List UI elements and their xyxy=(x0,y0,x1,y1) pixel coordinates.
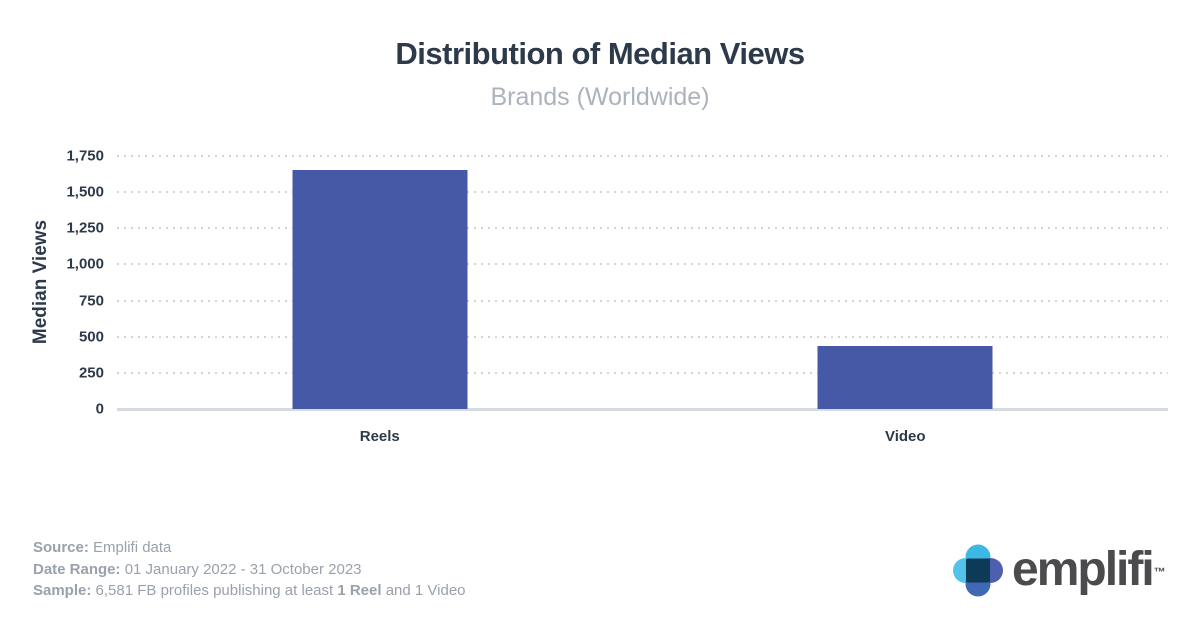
source-label: Source: xyxy=(33,539,89,556)
sample-value-prefix: 6,581 FB profiles publishing at least xyxy=(91,582,338,599)
source-value: Emplifi data xyxy=(88,539,172,556)
y-gridline xyxy=(117,371,1168,374)
y-gridline xyxy=(117,155,1168,157)
sample-value-bold: 1 Reel xyxy=(337,582,382,599)
bar-reels xyxy=(292,169,468,409)
date-range-label: Date Range: xyxy=(33,560,121,578)
y-gridline xyxy=(117,263,1168,266)
x-tick-label-reels: Reels xyxy=(359,428,400,445)
emplifi-wordmark-text: emplifi xyxy=(1012,543,1155,596)
chart-title: Distribution of Median Views xyxy=(395,36,805,71)
x-tick-label-video: Video xyxy=(884,428,926,445)
y-tick-label: 1,500 xyxy=(66,183,104,201)
chart-footnotes: Source: Emplifi data Date Range: 01 Janu… xyxy=(33,537,466,602)
source-line: Source: Emplifi data xyxy=(33,537,466,559)
sample-label: Sample: xyxy=(33,582,92,599)
x-axis-baseline xyxy=(117,408,1168,411)
y-tick-label: 1,250 xyxy=(66,219,104,237)
sample-value-suffix: and 1 Video xyxy=(381,582,466,599)
sample-line: Sample: 6,581 FB profiles publishing at … xyxy=(33,580,466,602)
date-range-value: 01 January 2022 - 31 October 2023 xyxy=(120,560,362,578)
emplifi-logo: emplifi™ xyxy=(953,542,1166,598)
y-tick-label: 1,750 xyxy=(66,147,104,165)
y-tick-label: 1,000 xyxy=(66,255,104,273)
bar-video xyxy=(817,345,993,409)
trademark-symbol: ™ xyxy=(1153,565,1166,579)
y-gridline xyxy=(117,227,1168,230)
y-tick-label: 500 xyxy=(78,328,104,346)
y-tick-label: 0 xyxy=(95,400,104,418)
plot-area: 0 250 500 750 1,000 1,250 1,500 1,750 Reels Video xyxy=(66,148,1168,445)
y-gridline xyxy=(117,335,1168,338)
y-tick-label: 250 xyxy=(78,364,104,382)
logo-center-square xyxy=(965,557,991,583)
y-gridline xyxy=(117,299,1168,302)
y-tick-label: 750 xyxy=(78,292,104,310)
emplifi-flower-icon xyxy=(953,544,1003,596)
date-range-line: Date Range: 01 January 2022 - 31 October… xyxy=(33,559,466,581)
emplifi-wordmark: emplifi™ xyxy=(1012,542,1166,598)
y-gridline xyxy=(117,191,1168,194)
chart-subtitle: Brands (Worldwide) xyxy=(490,83,710,111)
y-axis-title: Median Views xyxy=(30,219,51,345)
